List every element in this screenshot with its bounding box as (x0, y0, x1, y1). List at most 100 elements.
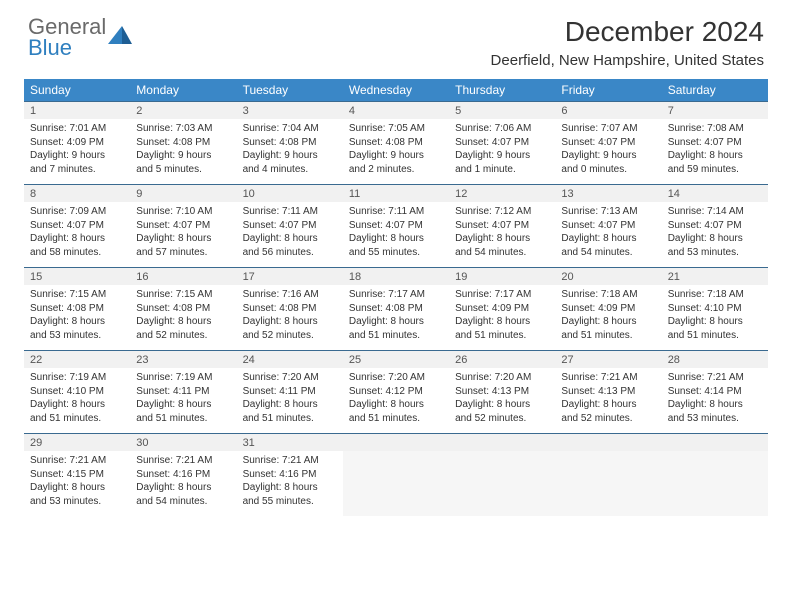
day-d2: and 53 minutes. (30, 495, 124, 509)
day-number-cell: 4 (343, 102, 449, 120)
day-d1: Daylight: 8 hours (136, 232, 230, 246)
day-d2: and 54 minutes. (561, 246, 655, 260)
day-d2: and 52 minutes. (455, 412, 549, 426)
day-data-cell: Sunrise: 7:18 AMSunset: 4:10 PMDaylight:… (662, 285, 768, 351)
day-d1: Daylight: 8 hours (668, 232, 762, 246)
day-d2: and 53 minutes. (668, 412, 762, 426)
day-data-cell: Sunrise: 7:01 AMSunset: 4:09 PMDaylight:… (24, 119, 130, 185)
day-ss: Sunset: 4:14 PM (668, 385, 762, 399)
day-sr: Sunrise: 7:20 AM (243, 371, 337, 385)
day-ss: Sunset: 4:09 PM (561, 302, 655, 316)
day-sr: Sunrise: 7:06 AM (455, 122, 549, 136)
day-d1: Daylight: 8 hours (136, 398, 230, 412)
day-d1: Daylight: 8 hours (349, 232, 443, 246)
day-sr: Sunrise: 7:03 AM (136, 122, 230, 136)
day-number-cell: 12 (449, 185, 555, 203)
day-sr: Sunrise: 7:15 AM (136, 288, 230, 302)
day-number-cell: 21 (662, 268, 768, 286)
month-title: December 2024 (491, 16, 764, 48)
weekday-header: Friday (555, 79, 661, 102)
day-sr: Sunrise: 7:16 AM (243, 288, 337, 302)
day-data-cell: Sunrise: 7:15 AMSunset: 4:08 PMDaylight:… (130, 285, 236, 351)
day-data-cell: Sunrise: 7:17 AMSunset: 4:08 PMDaylight:… (343, 285, 449, 351)
day-d2: and 55 minutes. (349, 246, 443, 260)
day-d2: and 54 minutes. (455, 246, 549, 260)
day-d1: Daylight: 8 hours (668, 398, 762, 412)
weekday-header: Thursday (449, 79, 555, 102)
day-sr: Sunrise: 7:21 AM (30, 454, 124, 468)
weekday-header: Sunday (24, 79, 130, 102)
day-number-cell: 16 (130, 268, 236, 286)
day-number-cell: 25 (343, 351, 449, 369)
day-sr: Sunrise: 7:04 AM (243, 122, 337, 136)
day-number-cell: 24 (237, 351, 343, 369)
day-number-cell: 19 (449, 268, 555, 286)
day-ss: Sunset: 4:08 PM (243, 302, 337, 316)
day-d1: Daylight: 8 hours (136, 315, 230, 329)
day-ss: Sunset: 4:12 PM (349, 385, 443, 399)
day-d1: Daylight: 9 hours (243, 149, 337, 163)
day-data-cell: Sunrise: 7:21 AMSunset: 4:16 PMDaylight:… (130, 451, 236, 516)
day-number-cell: 28 (662, 351, 768, 369)
day-ss: Sunset: 4:16 PM (136, 468, 230, 482)
day-ss: Sunset: 4:08 PM (136, 302, 230, 316)
day-ss: Sunset: 4:09 PM (455, 302, 549, 316)
day-sr: Sunrise: 7:05 AM (349, 122, 443, 136)
day-sr: Sunrise: 7:21 AM (668, 371, 762, 385)
day-data-cell: Sunrise: 7:12 AMSunset: 4:07 PMDaylight:… (449, 202, 555, 268)
logo-blue: Blue (28, 37, 106, 59)
day-ss: Sunset: 4:07 PM (455, 219, 549, 233)
day-d1: Daylight: 8 hours (349, 398, 443, 412)
day-ss: Sunset: 4:09 PM (30, 136, 124, 150)
day-d2: and 53 minutes. (668, 246, 762, 260)
day-ss: Sunset: 4:07 PM (243, 219, 337, 233)
day-number-row: 293031 (24, 434, 768, 452)
day-d2: and 51 minutes. (668, 329, 762, 343)
day-sr: Sunrise: 7:17 AM (349, 288, 443, 302)
day-sr: Sunrise: 7:18 AM (561, 288, 655, 302)
day-data-row: Sunrise: 7:15 AMSunset: 4:08 PMDaylight:… (24, 285, 768, 351)
day-number-cell: 23 (130, 351, 236, 369)
day-data-cell: Sunrise: 7:20 AMSunset: 4:13 PMDaylight:… (449, 368, 555, 434)
day-d1: Daylight: 8 hours (349, 315, 443, 329)
day-data-cell: Sunrise: 7:21 AMSunset: 4:16 PMDaylight:… (237, 451, 343, 516)
weekday-header: Monday (130, 79, 236, 102)
day-d2: and 51 minutes. (561, 329, 655, 343)
day-data-cell: Sunrise: 7:19 AMSunset: 4:10 PMDaylight:… (24, 368, 130, 434)
day-d1: Daylight: 8 hours (30, 398, 124, 412)
day-number-cell: 8 (24, 185, 130, 203)
day-data-cell: Sunrise: 7:04 AMSunset: 4:08 PMDaylight:… (237, 119, 343, 185)
day-sr: Sunrise: 7:15 AM (30, 288, 124, 302)
day-number-cell: 3 (237, 102, 343, 120)
day-ss: Sunset: 4:08 PM (243, 136, 337, 150)
day-d1: Daylight: 8 hours (455, 232, 549, 246)
day-number-cell (555, 434, 661, 452)
day-number-cell: 7 (662, 102, 768, 120)
day-data-cell (343, 451, 449, 516)
day-number-row: 22232425262728 (24, 351, 768, 369)
day-number-cell: 31 (237, 434, 343, 452)
day-sr: Sunrise: 7:09 AM (30, 205, 124, 219)
day-sr: Sunrise: 7:21 AM (136, 454, 230, 468)
day-d2: and 51 minutes. (30, 412, 124, 426)
day-d1: Daylight: 8 hours (455, 315, 549, 329)
day-sr: Sunrise: 7:14 AM (668, 205, 762, 219)
day-ss: Sunset: 4:08 PM (136, 136, 230, 150)
day-number-cell: 1 (24, 102, 130, 120)
day-data-cell: Sunrise: 7:15 AMSunset: 4:08 PMDaylight:… (24, 285, 130, 351)
day-number-row: 891011121314 (24, 185, 768, 203)
day-ss: Sunset: 4:11 PM (136, 385, 230, 399)
day-data-cell: Sunrise: 7:17 AMSunset: 4:09 PMDaylight:… (449, 285, 555, 351)
day-ss: Sunset: 4:07 PM (668, 219, 762, 233)
day-data-cell (555, 451, 661, 516)
day-number-cell (449, 434, 555, 452)
day-d1: Daylight: 8 hours (455, 398, 549, 412)
day-number-cell: 22 (24, 351, 130, 369)
day-d2: and 52 minutes. (561, 412, 655, 426)
day-d2: and 7 minutes. (30, 163, 124, 177)
day-sr: Sunrise: 7:20 AM (349, 371, 443, 385)
day-d2: and 51 minutes. (136, 412, 230, 426)
day-number-cell: 20 (555, 268, 661, 286)
day-number-cell: 29 (24, 434, 130, 452)
day-d1: Daylight: 8 hours (561, 315, 655, 329)
